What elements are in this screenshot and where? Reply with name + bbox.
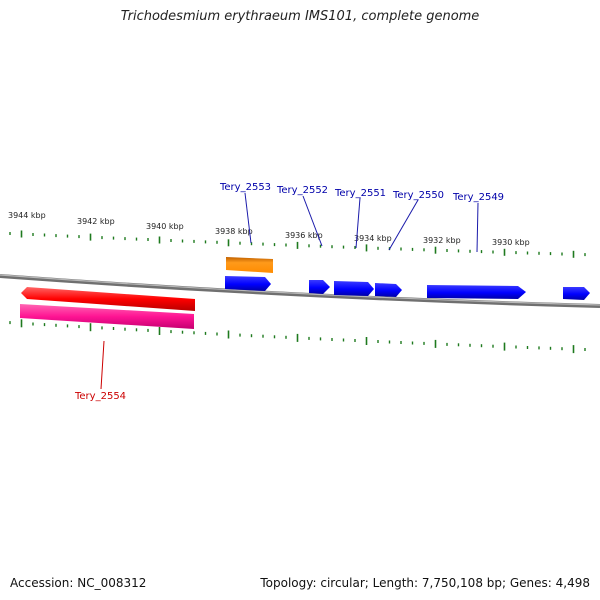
- tick-label: 3944 kbp: [8, 211, 46, 220]
- genome-backbone-highlight: [0, 274, 600, 306]
- gene-arrow-orange: [226, 257, 273, 273]
- label-leader-line: [100, 340, 105, 390]
- gene-tery-2549[interactable]: [427, 285, 526, 299]
- gene-tery-2553[interactable]: [225, 257, 273, 291]
- gene-arrow-shadow: [20, 304, 194, 329]
- tick-label: 3932 kbp: [423, 236, 461, 245]
- tick-track-bottom: [9, 319, 586, 354]
- tick-label: 3938 kbp: [215, 227, 253, 236]
- gene-arrow: [427, 285, 526, 299]
- gene-tery-2551[interactable]: [334, 281, 374, 296]
- gene-label-tery-2549[interactable]: Tery_2549: [452, 192, 504, 203]
- gene-label-tery-2554[interactable]: Tery_2554: [74, 391, 126, 402]
- tick-label: 3936 kbp: [285, 231, 323, 240]
- label-leader-line: [244, 192, 252, 244]
- tick-label: 3942 kbp: [77, 217, 115, 226]
- gene-arrow: [563, 287, 590, 300]
- gene-arrow: [334, 281, 374, 296]
- label-leader-line: [476, 202, 479, 253]
- gene-partial-right[interactable]: [563, 287, 590, 300]
- gene-tery-2552[interactable]: [309, 280, 330, 294]
- label-leader-line: [388, 199, 419, 251]
- tick-label: 3930 kbp: [492, 238, 530, 247]
- gene-arrow: [375, 283, 402, 297]
- gene-label-tery-2553[interactable]: Tery_2553: [219, 182, 271, 193]
- accession-text: Accession: NC_008312: [10, 576, 147, 590]
- tick-track-top: [9, 230, 586, 258]
- gene-label-tery-2550[interactable]: Tery_2550: [392, 190, 444, 201]
- label-leader-line: [355, 197, 361, 249]
- genome-backbone: [0, 274, 600, 308]
- genome-summary-text: Topology: circular; Length: 7,750,108 bp…: [260, 576, 590, 590]
- genome-title: Trichodesmium erythraeum IMS101, complet…: [120, 9, 480, 24]
- gene-tery-2550[interactable]: [375, 283, 402, 297]
- label-leader-line: [302, 195, 323, 247]
- tick-label: 3940 kbp: [146, 222, 184, 231]
- gene-label-tery-2551[interactable]: Tery_2551: [334, 188, 386, 199]
- gene-arrow: [21, 287, 195, 311]
- gene-label-tery-2552[interactable]: Tery_2552: [276, 185, 328, 196]
- gene-tery-2554[interactable]: [20, 287, 195, 329]
- gene-arrow: [309, 280, 330, 294]
- gene-arrow: [225, 276, 271, 291]
- tick-label: 3934 kbp: [354, 234, 392, 243]
